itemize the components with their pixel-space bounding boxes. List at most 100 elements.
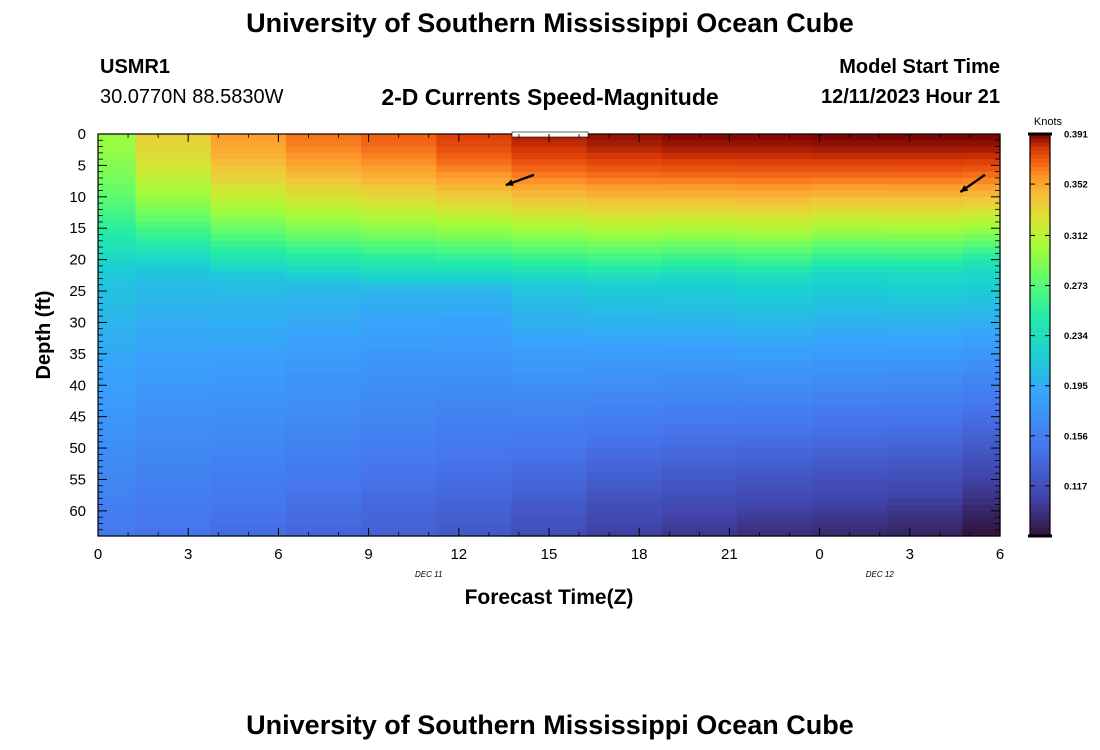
- heatmap-cell: [285, 473, 362, 481]
- heatmap-cell: [736, 228, 813, 236]
- heatmap-cell: [887, 328, 964, 336]
- heatmap-cell: [661, 404, 738, 411]
- heatmap-cell: [511, 372, 588, 380]
- heatmap-cell: [285, 247, 362, 254]
- heatmap-cell: [736, 353, 813, 361]
- heatmap-cell: [98, 184, 137, 192]
- heatmap-cell: [511, 397, 588, 405]
- heatmap-cell: [586, 171, 663, 179]
- heatmap-cell: [285, 253, 362, 261]
- heatmap-cell: [436, 303, 513, 311]
- heatmap-cell: [436, 203, 513, 210]
- heatmap-cell: [736, 410, 813, 418]
- heatmap-cell: [361, 297, 437, 305]
- heatmap-cell: [962, 353, 1001, 361]
- heatmap-cell: [135, 366, 212, 374]
- y-tick-label: 20: [69, 252, 86, 269]
- heatmap-cell: [436, 209, 513, 217]
- heatmap-cell: [511, 485, 588, 493]
- heatmap-cell: [812, 448, 888, 455]
- heatmap-cell: [586, 215, 663, 223]
- heatmap-cell: [98, 272, 137, 280]
- heatmap-cell: [962, 291, 1001, 298]
- heatmap-cell: [210, 284, 287, 292]
- heatmap-cell: [962, 159, 1001, 167]
- heatmap-cell: [135, 328, 212, 336]
- heatmap-cell: [98, 328, 137, 336]
- heatmap-cell: [511, 165, 588, 173]
- heatmap-cell: [812, 328, 888, 336]
- heatmap-cell: [135, 209, 212, 217]
- heatmap-cell: [361, 460, 437, 468]
- heatmap-cell: [736, 253, 813, 261]
- heatmap-cell: [436, 473, 513, 481]
- heatmap-cell: [962, 448, 1001, 455]
- colorbar-segment: [1030, 166, 1050, 171]
- colorbar-segment: [1030, 431, 1050, 437]
- heatmap-cell: [586, 272, 663, 280]
- heatmap-cell: [511, 435, 588, 443]
- heatmap-cell: [962, 177, 1001, 185]
- colorbar-segment: [1030, 415, 1050, 421]
- x-tick-label: 3: [906, 546, 914, 563]
- heatmap-cell: [436, 441, 513, 449]
- heatmap-cell: [98, 221, 137, 229]
- colorbar-segment: [1030, 491, 1050, 497]
- heatmap-cell: [887, 404, 964, 411]
- colorbar-segment: [1030, 314, 1050, 320]
- heatmap-cell: [285, 492, 362, 499]
- heatmap-cell: [661, 265, 738, 273]
- colorbar-segment: [1030, 379, 1050, 384]
- heatmap-cell: [586, 265, 663, 273]
- heatmap-cell: [736, 479, 813, 487]
- heatmap-cell: [361, 171, 437, 179]
- heatmap-cell: [812, 184, 888, 192]
- heatmap-cell: [511, 422, 588, 430]
- heatmap-cell: [285, 316, 362, 324]
- heatmap-cell: [887, 378, 964, 386]
- colorbar-segment: [1030, 439, 1050, 445]
- heatmap-cell: [736, 416, 813, 424]
- heatmap-cell: [962, 473, 1001, 481]
- colorbar-segment: [1030, 330, 1050, 336]
- heatmap-cell: [812, 410, 888, 418]
- heatmap-cell: [661, 466, 738, 474]
- colorbar-segment: [1030, 387, 1050, 392]
- heatmap-cell: [210, 347, 287, 355]
- colorbar-segment: [1030, 266, 1050, 272]
- heatmap-cell: [962, 284, 1001, 292]
- heatmap-cell: [812, 284, 888, 292]
- colorbar-segment: [1030, 363, 1050, 368]
- colorbar-segment: [1030, 138, 1050, 143]
- heatmap-cell: [887, 435, 964, 443]
- heatmap-cell: [285, 385, 362, 393]
- heatmap-cell: [586, 247, 663, 254]
- heatmap-cell: [361, 397, 437, 405]
- heatmap-cell: [661, 347, 738, 355]
- heatmap-cell: [135, 272, 212, 280]
- heatmap-cell: [661, 196, 738, 204]
- heatmap-cell: [812, 228, 888, 236]
- heatmap-cell: [661, 429, 738, 437]
- heatmap-cell: [812, 177, 888, 185]
- heatmap-cell: [436, 278, 513, 286]
- heatmap-cell: [736, 240, 813, 248]
- colorbar-segment: [1030, 150, 1050, 155]
- heatmap-cell: [586, 291, 663, 298]
- heatmap-cell: [361, 498, 437, 506]
- heatmap-cell: [887, 341, 964, 349]
- heatmap-cell: [661, 221, 738, 229]
- colorbar-tick-label: 0.117: [1064, 481, 1087, 492]
- heatmap-cell: [511, 221, 588, 229]
- heatmap-cell: [361, 316, 437, 324]
- heatmap-cell: [361, 184, 437, 192]
- heatmap-cell: [135, 448, 212, 455]
- heatmap-cell: [285, 309, 362, 317]
- heatmap-cell: [586, 523, 663, 531]
- heatmap-cell: [887, 272, 964, 280]
- heatmap-cell: [736, 303, 813, 311]
- heatmap-cell: [736, 454, 813, 462]
- heatmap-cell: [210, 209, 287, 217]
- heatmap-cell: [210, 203, 287, 210]
- heatmap-cell: [98, 215, 137, 223]
